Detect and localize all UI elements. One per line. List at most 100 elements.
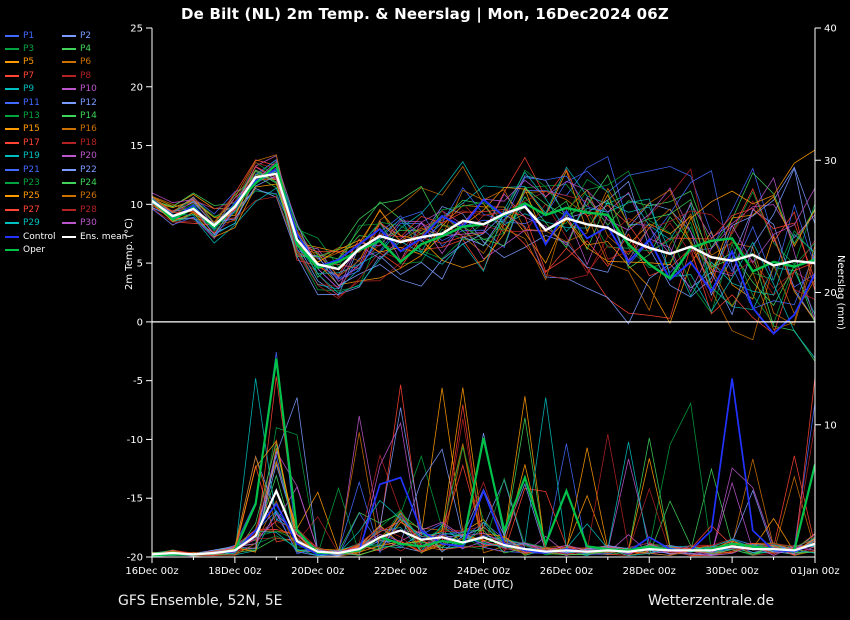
legend-swatch xyxy=(5,222,19,225)
legend-label: P2 xyxy=(80,30,92,41)
legend-label: P23 xyxy=(23,177,40,188)
legend-label: P16 xyxy=(80,124,97,135)
legend-label: P28 xyxy=(80,204,97,215)
legend-label: Oper xyxy=(23,244,46,255)
tick-label-left: 20 xyxy=(130,82,143,93)
legend-label: P10 xyxy=(80,84,97,95)
tick-label-x: 26Dec 00z xyxy=(540,566,593,577)
tick-label-left: 5 xyxy=(137,259,143,270)
legend-item: P13 xyxy=(5,111,62,121)
tick-label-left: -5 xyxy=(133,376,143,387)
legend-item: P5 xyxy=(5,57,62,67)
legend-label: P1 xyxy=(23,30,35,41)
legend-label: Ens. mean xyxy=(80,231,128,242)
legend-item: P12 xyxy=(62,98,119,108)
legend-swatch xyxy=(62,88,76,91)
legend-swatch xyxy=(62,181,76,184)
legend-swatch xyxy=(62,155,76,158)
legend-swatch xyxy=(62,222,76,225)
legend-row: P21 P22 xyxy=(5,163,135,176)
legend-swatch xyxy=(5,101,19,104)
legend-row: P23 P24 xyxy=(5,176,135,189)
member-temp-line xyxy=(152,160,815,297)
legend-swatch xyxy=(62,61,76,64)
legend-item: P18 xyxy=(62,138,119,148)
legend-item: P4 xyxy=(62,44,119,54)
legend-row: P19 P20 xyxy=(5,150,135,163)
legend-swatch xyxy=(5,195,19,198)
legend-label: P27 xyxy=(23,204,40,215)
legend-item: P17 xyxy=(5,138,62,148)
legend-swatch xyxy=(62,101,76,104)
legend-item: P9 xyxy=(5,84,62,94)
series-temp-ens-mean xyxy=(152,172,815,271)
legend-row: P1 P2 xyxy=(5,29,135,42)
legend-label: P5 xyxy=(23,57,35,68)
legend-row: P3 P4 xyxy=(5,42,135,55)
tick-label-right: 20 xyxy=(824,288,837,299)
legend-label: P11 xyxy=(23,97,40,108)
legend-item: P19 xyxy=(5,151,62,161)
legend-label: P4 xyxy=(80,44,92,55)
legend-swatch xyxy=(5,48,19,51)
tick-label-x: 28Dec 00z xyxy=(623,566,676,577)
legend-swatch xyxy=(62,235,76,238)
legend-label: P15 xyxy=(23,124,40,135)
legend-label: P22 xyxy=(80,164,97,175)
legend-swatch xyxy=(62,208,76,211)
tick-label-x: 30Dec 00z xyxy=(706,566,759,577)
legend-swatch xyxy=(5,128,19,131)
member-temp-line xyxy=(152,161,815,306)
legend-swatch xyxy=(5,34,19,37)
legend-row: Oper xyxy=(5,243,135,256)
member-temp-line xyxy=(152,177,815,303)
tick-label-x: 18Dec 00z xyxy=(208,566,261,577)
chart-title: De Bilt (NL) 2m Temp. & Neerslag | Mon, … xyxy=(181,5,669,23)
x-axis-label: Date (UTC) xyxy=(453,578,514,591)
member-temp-line xyxy=(152,158,815,310)
legend-item: P2 xyxy=(62,31,119,41)
footer-site-name: Wetterzentrale.de xyxy=(648,593,775,609)
legend-item: Oper xyxy=(5,245,62,255)
legend-swatch xyxy=(62,115,76,118)
legend-swatch xyxy=(5,235,19,238)
legend-item: P30 xyxy=(62,218,119,228)
legend-swatch xyxy=(5,248,19,251)
legend-label: P29 xyxy=(23,218,40,229)
legend-swatch xyxy=(62,48,76,51)
legend-label: P25 xyxy=(23,191,40,202)
legend-row: P5 P6 xyxy=(5,56,135,69)
legend-label: P13 xyxy=(23,111,40,122)
tick-label-x: 24Dec 00z xyxy=(457,566,510,577)
member-precip-line xyxy=(152,421,815,557)
legend-item: P16 xyxy=(62,124,119,134)
legend-item: P23 xyxy=(5,178,62,188)
tick-label-left: -15 xyxy=(127,494,143,505)
tick-label-left: -10 xyxy=(127,435,143,446)
tick-label-x: 01Jan 00z xyxy=(790,566,839,577)
series-layer xyxy=(152,149,815,557)
legend-swatch xyxy=(5,168,19,171)
legend-item: P24 xyxy=(62,178,119,188)
legend-item: P3 xyxy=(5,44,62,54)
member-temp-line xyxy=(152,174,815,324)
legend-item: P25 xyxy=(5,191,62,201)
legend-row: P9 P10 xyxy=(5,83,135,96)
legend-swatch xyxy=(62,168,76,171)
legend-label: P6 xyxy=(80,57,92,68)
legend-row: P25 P26 xyxy=(5,190,135,203)
legend-label: P18 xyxy=(80,137,97,148)
tick-label-x: 22Dec 00z xyxy=(374,566,427,577)
legend-item: P15 xyxy=(5,124,62,134)
member-temp-line xyxy=(152,165,815,335)
legend-swatch xyxy=(5,115,19,118)
legend-label: P21 xyxy=(23,164,40,175)
legend-item: P22 xyxy=(62,165,119,175)
legend-row: P17 P18 xyxy=(5,136,135,149)
legend-swatch xyxy=(62,74,76,77)
legend-swatch xyxy=(62,195,76,198)
member-temp-line xyxy=(152,162,815,300)
legend-swatch xyxy=(5,74,19,77)
legend-label: P7 xyxy=(23,70,35,81)
